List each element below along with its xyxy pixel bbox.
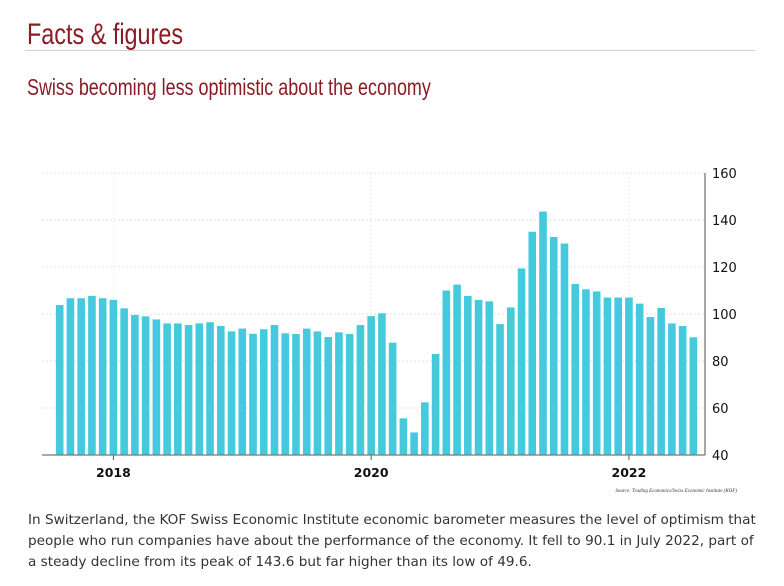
bar-2020-09 — [453, 284, 461, 455]
bar-2021-07 — [560, 243, 569, 455]
bar-2022-02 — [635, 303, 644, 455]
bar-2022-07 — [689, 337, 698, 455]
bar-2020-07 — [431, 353, 440, 455]
y-tick-label: 100 — [712, 308, 737, 323]
y-tick-label: 160 — [712, 167, 737, 182]
bar-2020-03 — [388, 342, 397, 455]
bar-2022-01 — [625, 297, 633, 455]
x-tick-label: 2020 — [354, 465, 389, 480]
bar-2018-07 — [174, 323, 182, 455]
bar-2017-09 — [66, 298, 75, 455]
bar-2020-08 — [442, 290, 451, 455]
bar-2022-05 — [668, 323, 676, 455]
bar-2021-09 — [582, 289, 590, 455]
bar-2021-04 — [528, 231, 537, 455]
bar-2020-10 — [464, 295, 472, 455]
bar-2017-10 — [77, 298, 85, 455]
bar-2017-08 — [55, 305, 64, 455]
bar-2018-12 — [227, 331, 236, 455]
bar-2022-03 — [646, 317, 655, 455]
bar-2018-06 — [163, 323, 171, 455]
bar-2019-08 — [313, 331, 322, 455]
bar-2020-01 — [367, 316, 375, 455]
bar-2018-08 — [184, 325, 193, 455]
bar-2021-05 — [539, 211, 547, 455]
section-title: Facts & figures — [27, 18, 184, 51]
bar-2019-01 — [238, 328, 247, 455]
bar-2020-04 — [399, 418, 408, 455]
body-paragraph: In Switzerland, the KOF Swiss Economic I… — [28, 512, 756, 570]
y-tick-label: 60 — [712, 402, 729, 417]
bar-2018-10 — [206, 322, 214, 455]
chart-source: Source: Trading Economics/Swiss Economic… — [615, 489, 737, 494]
bar-2019-03 — [259, 329, 268, 455]
bar-2020-05 — [410, 432, 418, 455]
bar-2022-04 — [657, 307, 665, 455]
y-tick-label: 140 — [712, 214, 737, 229]
bar-2019-02 — [249, 333, 257, 455]
bar-2021-03 — [517, 268, 526, 455]
bar-2019-12 — [356, 325, 365, 455]
bar-2019-04 — [270, 325, 279, 455]
bar-2019-10 — [335, 332, 343, 455]
y-tick-label: 80 — [712, 355, 729, 370]
x-tick-label: 2022 — [612, 465, 647, 480]
bar-2021-01 — [496, 324, 504, 455]
y-tick-label: 120 — [712, 261, 737, 276]
bar-2019-05 — [281, 333, 290, 455]
chart-title: Swiss becoming less optimistic about the… — [27, 74, 431, 100]
bar-2018-02 — [120, 308, 128, 455]
bar-2018-09 — [195, 323, 204, 455]
bar-2021-12 — [614, 297, 622, 455]
bar-2021-10 — [592, 291, 601, 455]
bar-2018-11 — [217, 325, 225, 455]
bar-2020-02 — [378, 313, 386, 455]
bar-2017-11 — [88, 295, 96, 455]
bar-2017-12 — [98, 298, 107, 455]
bar-2022-06 — [678, 325, 687, 455]
bar-2019-06 — [292, 333, 300, 455]
y-tick-label: 40 — [712, 449, 729, 464]
bar-2018-05 — [152, 319, 161, 455]
bar-2021-06 — [549, 236, 558, 455]
bar-2019-09 — [324, 337, 332, 455]
bar-2019-11 — [345, 333, 354, 455]
bar-2021-08 — [571, 283, 580, 455]
x-tick-label: 2018 — [96, 465, 131, 480]
bar-2018-01 — [109, 299, 118, 455]
bar-2021-11 — [603, 297, 612, 455]
bar-2019-07 — [302, 328, 311, 455]
bar-2020-11 — [474, 299, 483, 455]
bar-2020-12 — [485, 301, 494, 455]
bar-2020-06 — [421, 402, 429, 455]
bar-2021-02 — [506, 307, 515, 455]
bar-2018-03 — [131, 314, 139, 455]
bar-2018-04 — [141, 316, 150, 455]
title-divider — [25, 50, 755, 51]
